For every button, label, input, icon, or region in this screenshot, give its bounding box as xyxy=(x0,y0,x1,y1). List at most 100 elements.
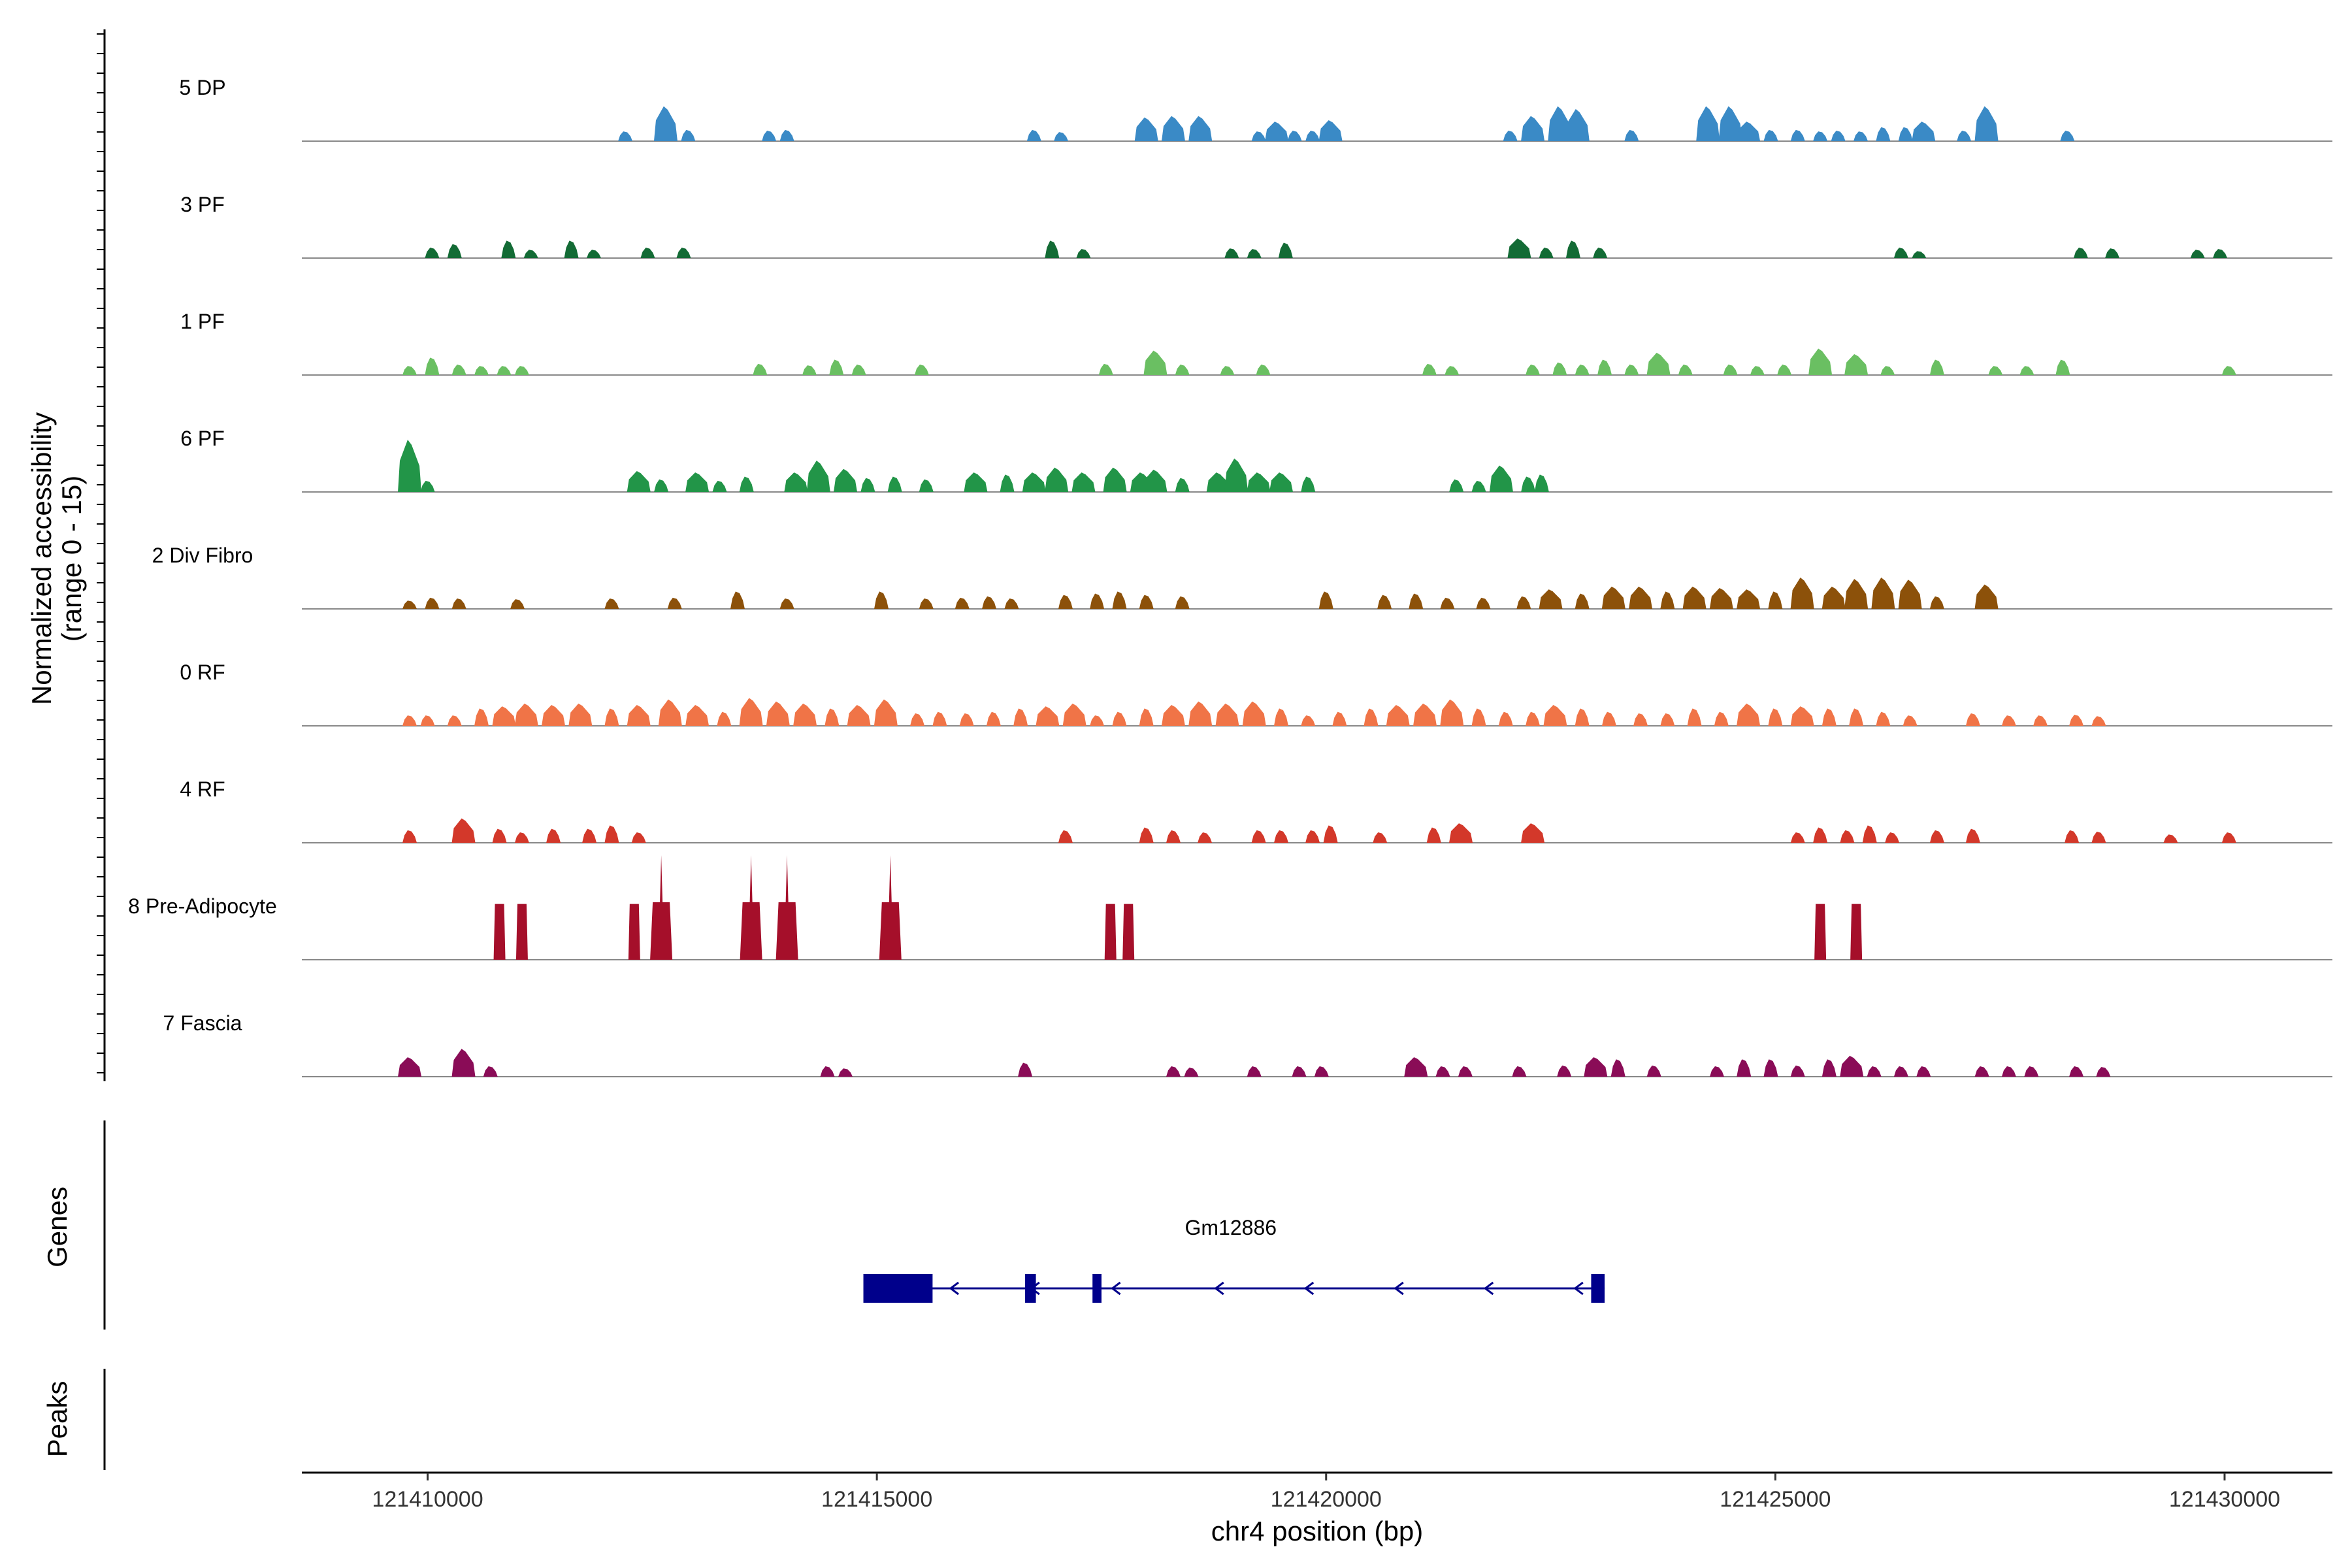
coverage-peak xyxy=(1974,584,1999,609)
track-label: 1 PF xyxy=(180,310,225,333)
strand-chevron-icon xyxy=(1214,1281,1224,1296)
coverage-peak xyxy=(685,472,710,492)
coverage-peak xyxy=(1013,708,1028,726)
coverage-peak xyxy=(1503,131,1518,141)
coverage-peak xyxy=(1709,1066,1724,1077)
coverage-peak xyxy=(420,480,435,492)
coverage-peak xyxy=(1821,586,1846,609)
coverage-peak xyxy=(451,1049,476,1077)
coverage-peak xyxy=(2096,1067,2111,1077)
y-axis-title-line1: Normalized accessibility xyxy=(26,412,57,705)
coverage-peak xyxy=(1247,472,1271,492)
peaks-panel-label: Peaks xyxy=(42,1381,73,1458)
coverage-peak xyxy=(1660,591,1675,609)
coverage-peak xyxy=(1301,715,1316,726)
coverage-peak xyxy=(1224,458,1249,492)
coverage-peak xyxy=(776,855,798,960)
coverage-peak xyxy=(628,904,640,960)
coverage-peak xyxy=(1912,251,1927,258)
coverage-peak xyxy=(1377,595,1392,609)
track-label: 8 Pre-Adipocyte xyxy=(128,894,277,918)
coverage-peak xyxy=(398,440,422,492)
coverage-peak xyxy=(1287,131,1302,141)
gene-exon xyxy=(1591,1274,1605,1303)
coverage-peak xyxy=(1521,116,1545,141)
coverage-peak xyxy=(1305,830,1320,843)
coverage-tracks: 5 DP 3 PF 1 PF 6 PF 2 Div Fibro 0 RF 4 RF 8 Pre… xyxy=(128,76,2332,1077)
track-label: 3 PF xyxy=(180,193,225,216)
coverage-peak xyxy=(1220,366,1235,375)
coverage-peak xyxy=(523,250,538,258)
y-axis xyxy=(97,29,106,1081)
coverage-peak xyxy=(1409,593,1424,609)
coverage-peak xyxy=(1893,248,1908,258)
coverage-peak xyxy=(1534,474,1549,492)
coverage-peak xyxy=(1026,129,1041,141)
coverage-peak xyxy=(1521,476,1536,492)
coverage-peak xyxy=(582,828,597,843)
coverage-peak xyxy=(497,366,512,375)
coverage-peak xyxy=(1045,467,1069,492)
coverage-peak xyxy=(820,1066,835,1077)
coverage-peak xyxy=(1737,589,1761,609)
coverage-peak xyxy=(914,365,929,375)
coverage-peak xyxy=(1548,106,1572,141)
coverage-peak xyxy=(1512,1066,1527,1077)
coverage-peak xyxy=(860,478,875,492)
strand-chevron-icon xyxy=(1483,1281,1494,1296)
coverage-peak xyxy=(514,832,529,843)
coverage-peak xyxy=(1790,706,1814,726)
coverage-peak xyxy=(483,1066,498,1077)
coverage-peak xyxy=(1629,586,1653,609)
x-tick-label: 121420000 xyxy=(1271,1487,1382,1512)
coverage-peak xyxy=(1552,362,1567,375)
coverage-peak xyxy=(1646,1065,1661,1077)
coverage-peak xyxy=(825,708,840,726)
coverage-peak xyxy=(546,828,561,843)
coverage-peak xyxy=(1682,586,1707,609)
coverage-peak xyxy=(1188,701,1213,726)
x-tick-label: 121410000 xyxy=(372,1487,483,1512)
genes-panel-label: Genes xyxy=(42,1186,73,1267)
coverage-peak xyxy=(874,591,889,609)
coverage-peak xyxy=(1750,366,1765,375)
coverage-peak xyxy=(1112,591,1127,609)
coverage-peak xyxy=(402,600,417,609)
coverage-peak xyxy=(1269,472,1293,492)
coverage-peak xyxy=(1265,122,1289,141)
coverage-peak xyxy=(542,705,566,726)
coverage-peak xyxy=(474,366,489,375)
coverage-peak xyxy=(1215,703,1239,726)
coverage-peak xyxy=(1498,711,1513,726)
coverage-peak xyxy=(1122,904,1135,960)
coverage-peak xyxy=(982,596,997,609)
coverage-peak xyxy=(1526,365,1541,375)
coverage-peak xyxy=(1575,708,1590,726)
coverage-peak xyxy=(1696,106,1720,141)
coverage-peak xyxy=(910,713,925,726)
coverage-peak xyxy=(1045,240,1060,258)
coverage-peak xyxy=(653,106,678,141)
coverage-peak xyxy=(402,366,417,375)
coverage-peak xyxy=(1251,830,1266,843)
coverage-peak xyxy=(1076,249,1091,258)
coverage-peak xyxy=(627,705,651,726)
coverage-peak xyxy=(1134,117,1158,141)
coverage-peak xyxy=(676,248,691,258)
coverage-peak xyxy=(1323,825,1338,843)
strand-chevron-icon xyxy=(1111,1281,1121,1296)
coverage-peak xyxy=(1974,106,1999,141)
coverage-peak xyxy=(492,706,516,726)
coverage-peak xyxy=(740,855,762,960)
coverage-peak xyxy=(834,468,858,492)
coverage-peak xyxy=(1898,580,1922,609)
coverage-peak xyxy=(1597,359,1612,375)
strand-chevron-icon xyxy=(1394,1281,1404,1296)
coverage-peak xyxy=(402,830,417,843)
coverage-peak xyxy=(1814,904,1827,960)
coverage-peak xyxy=(1175,365,1190,375)
coverage-peak xyxy=(1224,248,1239,258)
track-label: 6 PF xyxy=(180,427,225,450)
coverage-peak xyxy=(779,129,794,141)
coverage-peak xyxy=(1273,708,1288,726)
